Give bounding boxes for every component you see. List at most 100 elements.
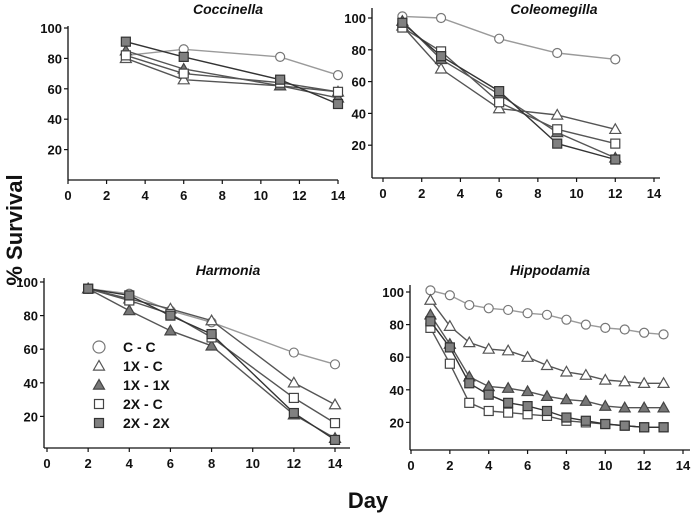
hippodamia-point-1xc: [657, 376, 671, 389]
harmonia-point-cc: [329, 359, 341, 370]
harmonia-point-1x1x: [122, 303, 136, 316]
harmonia-y-tick-label: 100: [16, 275, 38, 290]
coccinella-title: Coccinella: [193, 1, 263, 17]
hippodamia-point-2xc: [464, 397, 475, 408]
hippodamia-point-1x1x: [598, 399, 612, 411]
coleomegilla-x-tick-label: 4: [457, 186, 465, 201]
coccinella-series-1x1x: [119, 44, 345, 103]
x-axis-label: Day: [348, 488, 389, 513]
harmonia-point-2x2x: [329, 434, 341, 446]
hippodamia-point-cc: [522, 308, 533, 319]
coccinella-point-cc: [275, 51, 286, 62]
coccinella-line-2xc: [125, 54, 339, 93]
hippodamia-point-2x2x: [444, 342, 455, 353]
hippodamia-point-cc: [541, 309, 553, 320]
coleomegilla-series-1x1x: [395, 14, 622, 163]
legend-entry-1x1x: 1X - 1X: [92, 377, 170, 393]
harmonia-x-tick-label: 6: [167, 456, 174, 471]
hippodamia-point-2x2x: [503, 397, 514, 408]
harmonia-x-tick-label: 4: [126, 456, 134, 471]
coleomegilla-point-2x2x: [552, 138, 563, 149]
harmonia-line-cc: [88, 288, 336, 365]
coleomegilla-point-2xc: [552, 124, 563, 135]
hippodamia-point-1x1x: [657, 401, 671, 413]
panel-hippodamia: 0 2 4 6 8 10 12 14 20 40 60 80 100 Hippodamia: [382, 262, 691, 473]
coleomegilla-point-2x2x: [494, 86, 505, 97]
harmonia-point-2x2x: [165, 310, 176, 321]
harmonia-point-2x2x: [83, 283, 94, 294]
hippodamia-point-1x1x: [482, 379, 496, 392]
hippodamia-point-cc: [619, 324, 630, 335]
panel-coleomegilla: 0 2 4 6 8 10 12 14 20 40 60 80 100 Coleomegilla: [344, 1, 662, 201]
hippodamia-point-2x2x: [522, 401, 533, 412]
hippodamia-y-tick-label: 20: [390, 415, 404, 430]
harmonia-x-tick-label: 10: [245, 456, 259, 471]
hippodamia-point-cc: [600, 322, 611, 333]
harmonia-line-1x1x: [87, 288, 336, 439]
hippodamia-point-1x1x: [559, 392, 573, 405]
hippodamia-point-cc: [444, 290, 455, 301]
coleomegilla-x-tick-label: 10: [569, 186, 583, 201]
coleomegilla-x-tick-label: 12: [608, 186, 622, 201]
legend-marker-cc: [92, 340, 106, 354]
coleomegilla-y-tick-label: 60: [352, 75, 366, 90]
legend: C - C 1X - C 1X - 1X 2X - C 2X - 2X: [92, 339, 170, 431]
hippodamia-point-1xc: [423, 293, 437, 305]
coleomegilla-point-2x2x: [397, 17, 408, 28]
harmonia-y-tick-label: 20: [24, 409, 38, 424]
hippodamia-y-tick-label: 60: [390, 350, 404, 365]
coleomegilla-y-tick-label: 80: [352, 43, 366, 58]
coleomegilla-series-1xc: [395, 19, 622, 135]
harmonia-x-tick-label: 0: [43, 456, 50, 471]
legend-label-1x1x: 1X - 1X: [123, 377, 170, 393]
coleomegilla-x-tick-label: 14: [647, 186, 662, 201]
legend-marker-1xc: [92, 359, 106, 371]
coleomegilla-series-2x2x: [397, 17, 621, 165]
hippodamia-point-2x2x: [639, 422, 650, 433]
legend-entry-2xc: 2X - C: [93, 396, 163, 412]
coccinella-point-2xc: [178, 68, 189, 79]
coccinella-y-tick-label: 100: [40, 21, 62, 36]
coccinella-point-2x2x: [332, 98, 344, 110]
harmonia-y-tick-label: 80: [24, 309, 38, 324]
hippodamia-y-tick-label: 80: [390, 318, 404, 333]
coleomegilla-y-tick-label: 100: [344, 11, 366, 26]
coccinella-x-tick-label: 14: [331, 188, 346, 203]
harmonia-point-1xc: [205, 313, 219, 326]
hippodamia-point-2xc: [503, 407, 514, 418]
coccinella-point-2x2x: [275, 74, 286, 85]
legend-label-2x2x: 2X - 2X: [123, 415, 170, 431]
hippodamia-y-tick-label: 40: [390, 383, 404, 398]
hippodamia-point-1xc: [540, 358, 554, 371]
harmonia-x-tick-label: 12: [287, 456, 301, 471]
coccinella-point-2x2x: [178, 51, 189, 62]
harmonia-point-2x2x: [206, 328, 217, 340]
harmonia-y-tick-label: 40: [24, 376, 38, 391]
coccinella-x-tick-label: 6: [180, 188, 187, 203]
coccinella-series-2x2x: [120, 36, 344, 110]
harmonia-line-2xc: [87, 288, 336, 424]
hippodamia-point-2x2x: [600, 418, 611, 430]
hippodamia-point-1xc: [598, 373, 612, 385]
coccinella-x-tick-label: 2: [103, 188, 110, 203]
hippodamia-point-1xc: [462, 335, 476, 348]
hippodamia-x-tick-label: 14: [676, 458, 691, 473]
harmonia-point-1x1x: [163, 324, 177, 336]
coleomegilla-line-2xc: [402, 26, 616, 145]
hippodamia-point-1x1x: [579, 394, 593, 406]
coleomegilla-point-2x2x: [610, 154, 621, 165]
hippodamia-point-cc: [658, 329, 669, 340]
coccinella-point-2x2x: [120, 36, 131, 47]
coleomegilla-point-cc: [552, 47, 563, 59]
legend-entry-1xc: 1X - C: [92, 358, 163, 374]
coleomegilla-point-1xc: [492, 101, 506, 114]
coleomegilla-title: Coleomegilla: [510, 1, 597, 17]
hippodamia-point-1x1x: [521, 384, 535, 397]
harmonia-line-1xc: [87, 288, 336, 406]
coccinella-y-tick-label: 80: [48, 51, 62, 66]
hippodamia-point-1x1x: [618, 401, 632, 413]
hippodamia-point-1xc: [579, 368, 593, 380]
legend-entry-2x2x: 2X - 2X: [93, 415, 170, 431]
coleomegilla-y-tick-label: 40: [352, 106, 366, 121]
harmonia-point-1x1x: [205, 339, 219, 351]
